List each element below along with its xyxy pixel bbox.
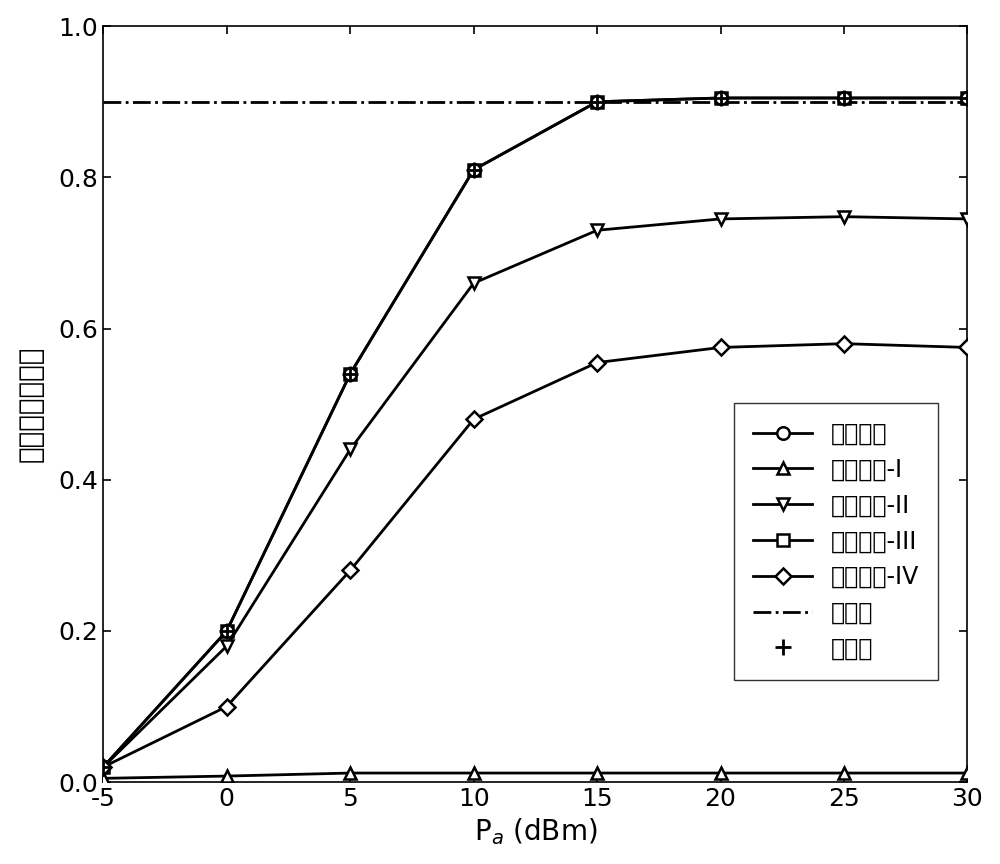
基准方案-IV: [591, 358, 603, 368]
基准方案-III: [221, 626, 233, 636]
基准方案-II: [715, 213, 727, 224]
基准方案-I: [344, 768, 356, 778]
Line: 基准方案-I: 基准方案-I: [97, 766, 974, 785]
仿真値: [591, 97, 603, 107]
基准方案-IV: [468, 414, 480, 424]
Legend: 所提方案, 基准方案-I, 基准方案-II, 基准方案-III, 基准方案-IV, 渐近値, 仿真値: 所提方案, 基准方案-I, 基准方案-II, 基准方案-III, 基准方案-IV…: [734, 403, 938, 680]
所提方案: [221, 626, 233, 636]
基准方案-I: [838, 768, 850, 778]
基准方案-I: [97, 773, 109, 784]
渐近値: [221, 97, 233, 107]
Line: 基准方案-II: 基准方案-II: [97, 211, 974, 773]
渐近値: [245, 97, 257, 107]
基准方案-III: [344, 369, 356, 379]
Line: 基准方案-III: 基准方案-III: [97, 92, 974, 773]
基准方案-I: [961, 768, 973, 778]
Y-axis label: 有效保密吞吐量: 有效保密吞吐量: [17, 346, 45, 462]
仿真値: [97, 762, 109, 772]
所提方案: [961, 92, 973, 103]
基准方案-III: [961, 92, 973, 103]
基准方案-III: [715, 92, 727, 103]
所提方案: [97, 762, 109, 772]
基准方案-II: [838, 212, 850, 222]
基准方案-II: [961, 213, 973, 224]
仿真値: [838, 92, 850, 103]
基准方案-IV: [344, 565, 356, 575]
基准方案-IV: [961, 342, 973, 353]
所提方案: [591, 97, 603, 107]
基准方案-II: [344, 444, 356, 454]
仿真値: [961, 92, 973, 103]
仿真値: [468, 165, 480, 175]
仿真値: [221, 626, 233, 636]
基准方案-II: [591, 226, 603, 236]
基准方案-I: [468, 768, 480, 778]
基准方案-IV: [97, 762, 109, 772]
基准方案-II: [468, 278, 480, 289]
仿真値: [715, 92, 727, 103]
基准方案-I: [715, 768, 727, 778]
基准方案-III: [97, 762, 109, 772]
所提方案: [344, 369, 356, 379]
Line: 基准方案-IV: 基准方案-IV: [98, 338, 973, 772]
X-axis label: P$_{a}$ (dBm): P$_{a}$ (dBm): [474, 816, 597, 848]
所提方案: [468, 165, 480, 175]
基准方案-II: [97, 762, 109, 772]
基准方案-IV: [838, 339, 850, 349]
基准方案-IV: [715, 342, 727, 353]
基准方案-III: [591, 97, 603, 107]
基准方案-IV: [221, 702, 233, 712]
Line: 所提方案: 所提方案: [97, 92, 974, 773]
基准方案-III: [838, 92, 850, 103]
Line: 仿真値: 仿真値: [95, 90, 976, 775]
基准方案-III: [468, 165, 480, 175]
基准方案-I: [221, 771, 233, 781]
仿真値: [344, 369, 356, 379]
所提方案: [838, 92, 850, 103]
所提方案: [715, 92, 727, 103]
基准方案-II: [221, 641, 233, 651]
基准方案-I: [591, 768, 603, 778]
